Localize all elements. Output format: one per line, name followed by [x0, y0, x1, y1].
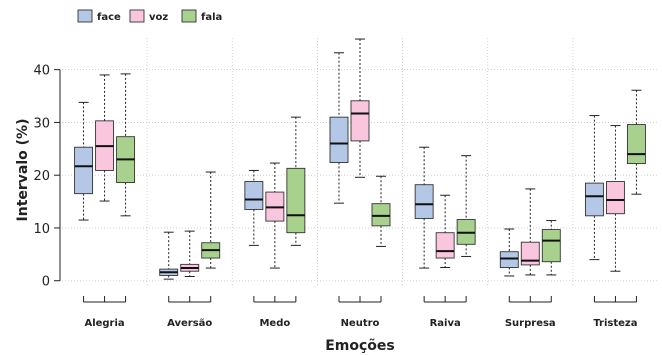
box-face-neutro [329, 52, 349, 204]
legend-label-fala: fala [201, 12, 222, 23]
box-iqr [74, 146, 94, 195]
x-tick-label: Aversão [167, 318, 212, 329]
x-axis: Alegria Aversão Medo Neutro Raiva Surpresa Tri… [83, 296, 638, 329]
box-iqr [584, 182, 604, 217]
legend-label-voz: voz [149, 12, 168, 23]
y-tick-label: 20 [33, 169, 50, 184]
box-iqr [605, 181, 625, 215]
box-iqr [541, 229, 561, 263]
box-voz-neutro [350, 38, 370, 178]
x-axis-title: Emoções [325, 338, 395, 354]
y-axis-title: Intervalo (%) [15, 119, 31, 222]
box-iqr [520, 241, 540, 266]
box-face-alegria [74, 101, 94, 221]
box-iqr [414, 184, 434, 219]
box-face-aversão [159, 231, 179, 280]
box-iqr [499, 251, 519, 268]
box-voz-aversão [180, 230, 200, 278]
box-iqr [244, 181, 264, 210]
box-fala-raiva [456, 155, 476, 257]
x-tick-label: Tristeza [593, 318, 637, 329]
box-face-medo [244, 169, 264, 246]
x-tick-label: Alegria [84, 318, 124, 329]
x-tick-label: Surpresa [505, 318, 556, 329]
box-face-surpresa [499, 228, 519, 277]
legend: face voz fala [77, 9, 222, 23]
box-iqr [626, 124, 646, 165]
box-fala-neutro [371, 175, 391, 247]
box-iqr [435, 232, 455, 259]
box-iqr [286, 167, 306, 234]
y-axis: 0 10 20 30 40 [33, 64, 61, 290]
box-face-tristeza [584, 115, 604, 261]
box-fala-medo [286, 116, 306, 246]
box-face-raiva [414, 146, 434, 269]
y-tick-label: 10 [33, 222, 50, 237]
legend-swatch-face [77, 9, 93, 23]
box-iqr [371, 203, 391, 227]
y-tick-label: 0 [42, 275, 50, 290]
box-iqr [329, 116, 349, 163]
box-voz-tristeza [605, 125, 625, 272]
legend-swatch-voz [129, 9, 145, 23]
x-tick-label: Medo [259, 318, 290, 329]
boxes [74, 38, 646, 280]
box-fala-aversão [201, 171, 221, 269]
box-fala-tristeza [626, 89, 646, 195]
x-tick-label: Raiva [430, 318, 461, 329]
box-fala-surpresa [541, 220, 561, 276]
box-iqr [350, 100, 370, 142]
legend-label-face: face [97, 12, 121, 23]
box-voz-medo [265, 162, 285, 269]
box-voz-raiva [435, 194, 455, 269]
y-tick-label: 40 [33, 64, 50, 79]
box-fala-alegria [116, 73, 136, 217]
legend-swatch-fala [181, 9, 197, 23]
x-tick-label: Neutro [341, 318, 380, 329]
box-voz-surpresa [520, 188, 540, 276]
box-voz-alegria [95, 74, 115, 202]
y-tick-label: 30 [33, 116, 50, 131]
